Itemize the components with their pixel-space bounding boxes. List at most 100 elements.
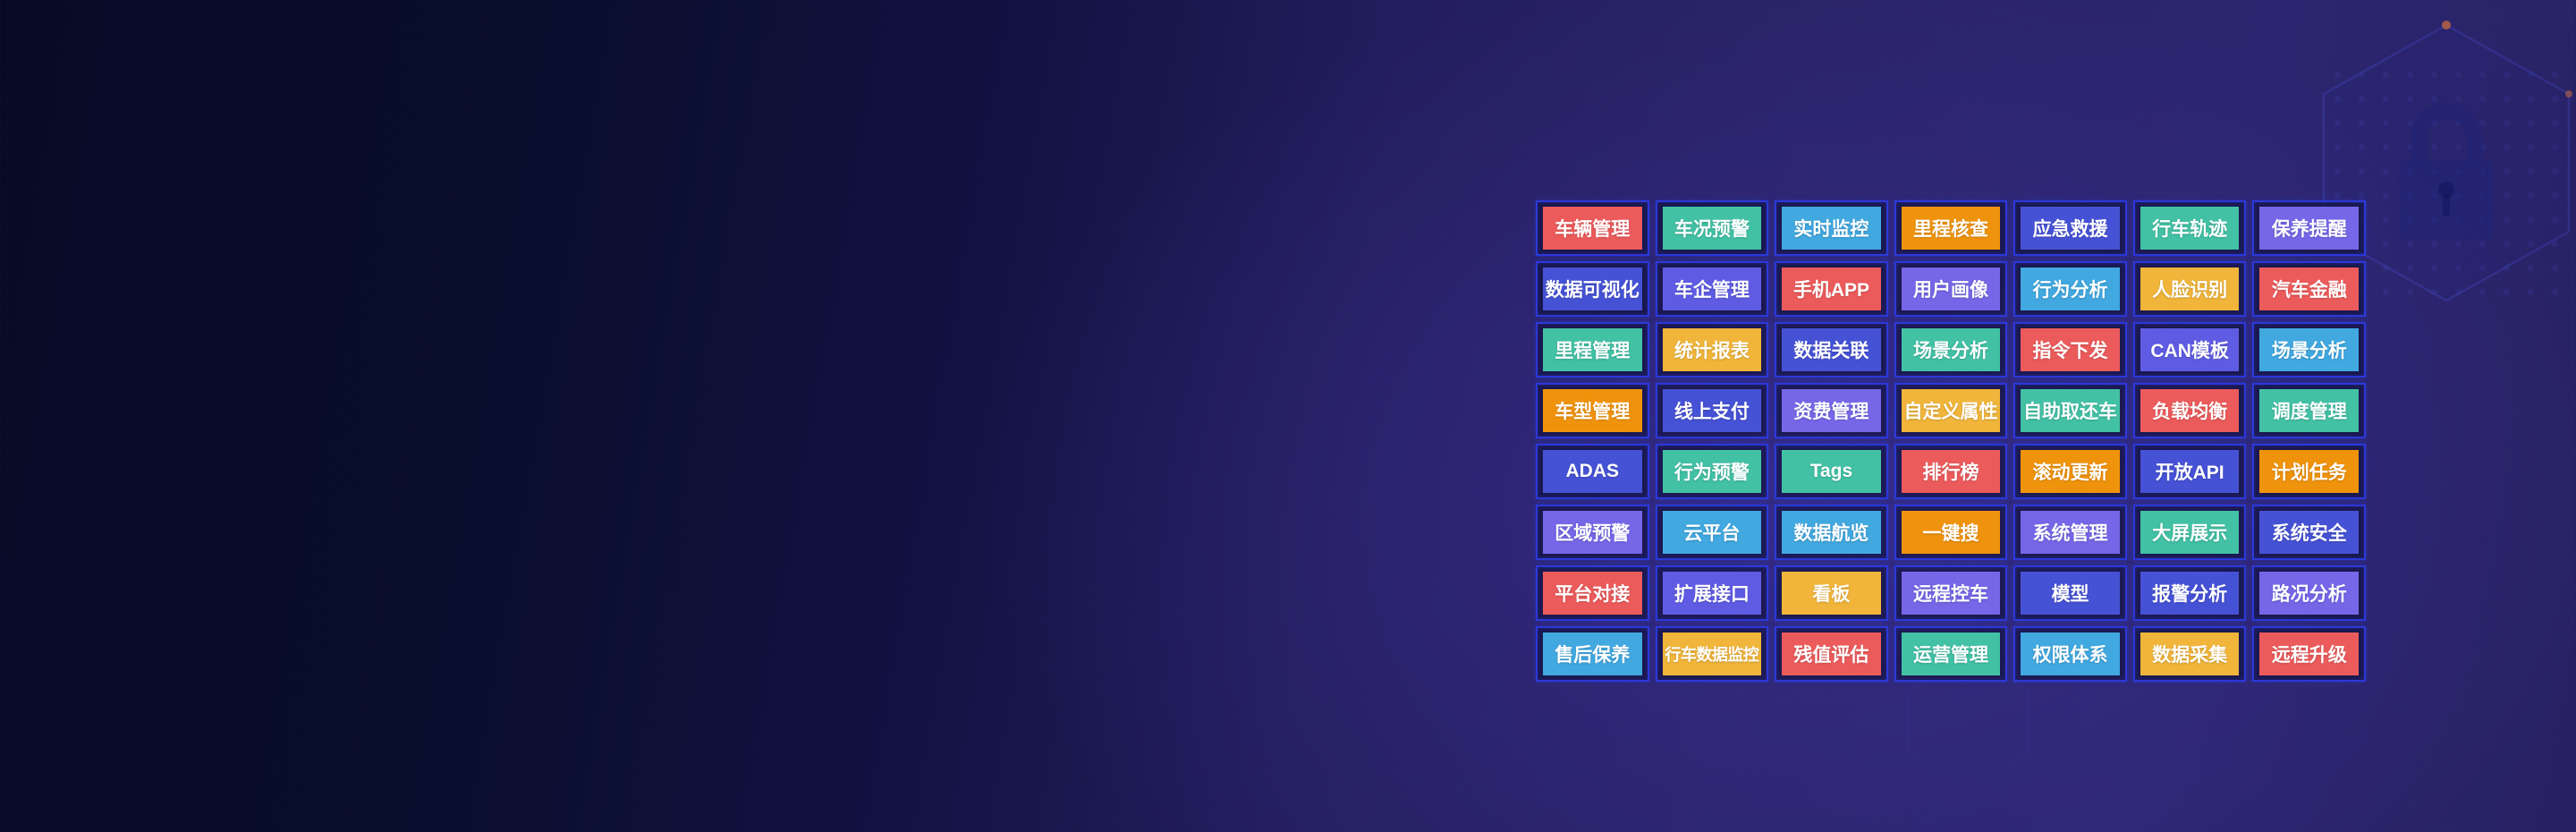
feature-cell: 车况预警 [1655,200,1769,256]
feature-button[interactable]: 数据可视化 [1543,267,1642,310]
feature-button[interactable]: 权限体系 [2021,632,2120,675]
feature-button[interactable]: 车型管理 [1543,389,1642,432]
feature-cell: Tags [1775,444,1888,499]
feature-cell: 线上支付 [1655,383,1769,438]
feature-cell: 系统安全 [2252,505,2366,560]
feature-cell: 数据采集 [2132,626,2247,682]
feature-cell: 行车数据监控 [1655,626,1769,682]
feature-button[interactable]: 车况预警 [1662,207,1762,250]
feature-button[interactable]: 远程升级 [2259,632,2359,675]
feature-button[interactable]: 售后保养 [1543,632,1642,675]
feature-button[interactable]: 场景分析 [1901,328,2001,371]
feature-button[interactable]: 计划任务 [2259,450,2359,493]
feature-button[interactable]: 自定义属性 [1901,389,2001,432]
feature-cell: 残值评估 [1775,626,1888,682]
feature-button[interactable]: 模型 [2021,572,2120,615]
feature-button[interactable]: 负载均衡 [2140,389,2240,432]
feature-cell: 手机APP [1775,261,1888,317]
feature-cell: 一键搜 [1894,505,2008,560]
feature-button[interactable]: 大屏展示 [2140,511,2240,554]
feature-cell: 行车轨迹 [2132,200,2247,256]
feature-button[interactable]: 汽车金融 [2259,267,2359,310]
feature-button[interactable]: 车企管理 [1662,267,1762,310]
feature-cell: 计划任务 [2252,444,2366,499]
feature-cell: 自助取还车 [2013,383,2127,438]
feature-cell: 里程管理 [1536,322,1649,378]
feature-cell: 扩展接口 [1655,565,1769,621]
feature-button[interactable]: 数据关联 [1782,328,1881,371]
feature-cell: 运营管理 [1894,626,2008,682]
feature-button[interactable]: 统计报表 [1662,328,1762,371]
feature-button[interactable]: 指令下发 [2021,328,2120,371]
feature-button[interactable]: 云平台 [1662,511,1762,554]
feature-button[interactable]: 线上支付 [1662,389,1762,432]
feature-cell: 权限体系 [2013,626,2127,682]
feature-cell: 车辆管理 [1536,200,1649,256]
feature-cell: 报警分析 [2132,565,2247,621]
feature-cell: 场景分析 [2252,322,2366,378]
feature-cell: 实时监控 [1775,200,1888,256]
feature-cell: 大屏展示 [2132,505,2247,560]
feature-cell: 看板 [1775,565,1888,621]
feature-button[interactable]: 资费管理 [1782,389,1881,432]
feature-cell: 云平台 [1655,505,1769,560]
feature-button[interactable]: 自助取还车 [2021,389,2120,432]
feature-button[interactable]: 行车数据监控 [1662,632,1762,675]
feature-button[interactable]: 开放API [2140,450,2240,493]
feature-button[interactable]: 场景分析 [2259,328,2359,371]
feature-cell: 用户画像 [1894,261,2008,317]
feature-button[interactable]: 运营管理 [1901,632,2001,675]
feature-button[interactable]: 路况分析 [2259,572,2359,615]
feature-button[interactable]: 数据采集 [2140,632,2240,675]
feature-button[interactable]: 人脸识别 [2140,267,2240,310]
feature-button[interactable]: 系统管理 [2021,511,2120,554]
feature-button[interactable]: 排行榜 [1901,450,2001,493]
feature-cell: 里程核查 [1894,200,2008,256]
feature-button[interactable]: 行车轨迹 [2140,207,2240,250]
feature-button[interactable]: 看板 [1782,572,1881,615]
feature-button[interactable]: 行为分析 [2021,267,2120,310]
feature-cell: 自定义属性 [1894,383,2008,438]
feature-cell: 统计报表 [1655,322,1769,378]
feature-button[interactable]: 用户画像 [1901,267,2001,310]
feature-button[interactable]: 残值评估 [1782,632,1881,675]
feature-button[interactable]: 滚动更新 [2021,450,2120,493]
feature-button[interactable]: 一键搜 [1901,511,2001,554]
feature-cell: 排行榜 [1894,444,2008,499]
feature-cell: 场景分析 [1894,322,2008,378]
feature-button[interactable]: 手机APP [1782,267,1881,310]
feature-grid: 车辆管理 车况预警 实时监控 里程核查 应急救援 行车轨迹 保养提醒数据可视化 车企管理 手机A… [1536,200,2366,682]
feature-button[interactable]: 里程核查 [1901,207,2001,250]
feature-button[interactable]: 车辆管理 [1543,207,1642,250]
feature-cell: 模型 [2013,565,2127,621]
feature-cell: 调度管理 [2252,383,2366,438]
feature-button[interactable]: 调度管理 [2259,389,2359,432]
feature-button[interactable]: 平台对接 [1543,572,1642,615]
feature-button[interactable]: CAN模板 [2140,328,2240,371]
feature-cell: 远程升级 [2252,626,2366,682]
feature-cell: 售后保养 [1536,626,1649,682]
feature-cell: 资费管理 [1775,383,1888,438]
feature-cell: 汽车金融 [2252,261,2366,317]
feature-button[interactable]: 保养提醒 [2259,207,2359,250]
feature-button[interactable]: 区域预警 [1543,511,1642,554]
feature-button[interactable]: 系统安全 [2259,511,2359,554]
feature-cell: 车型管理 [1536,383,1649,438]
feature-cell: CAN模板 [2132,322,2247,378]
feature-button[interactable]: 报警分析 [2140,572,2240,615]
feature-button[interactable]: 扩展接口 [1662,572,1762,615]
feature-cell: 行为分析 [2013,261,2127,317]
feature-cell: 平台对接 [1536,565,1649,621]
feature-button[interactable]: 应急救援 [2021,207,2120,250]
feature-button[interactable]: 实时监控 [1782,207,1881,250]
feature-button[interactable]: 远程控车 [1901,572,2001,615]
feature-button[interactable]: 里程管理 [1543,328,1642,371]
feature-cell: ADAS [1536,444,1649,499]
feature-cell: 远程控车 [1894,565,2008,621]
feature-button[interactable]: 行为预警 [1662,450,1762,493]
feature-button[interactable]: Tags [1782,450,1881,493]
feature-cell: 行为预警 [1655,444,1769,499]
feature-button[interactable]: 数据航览 [1782,511,1881,554]
feature-button[interactable]: ADAS [1543,450,1642,493]
